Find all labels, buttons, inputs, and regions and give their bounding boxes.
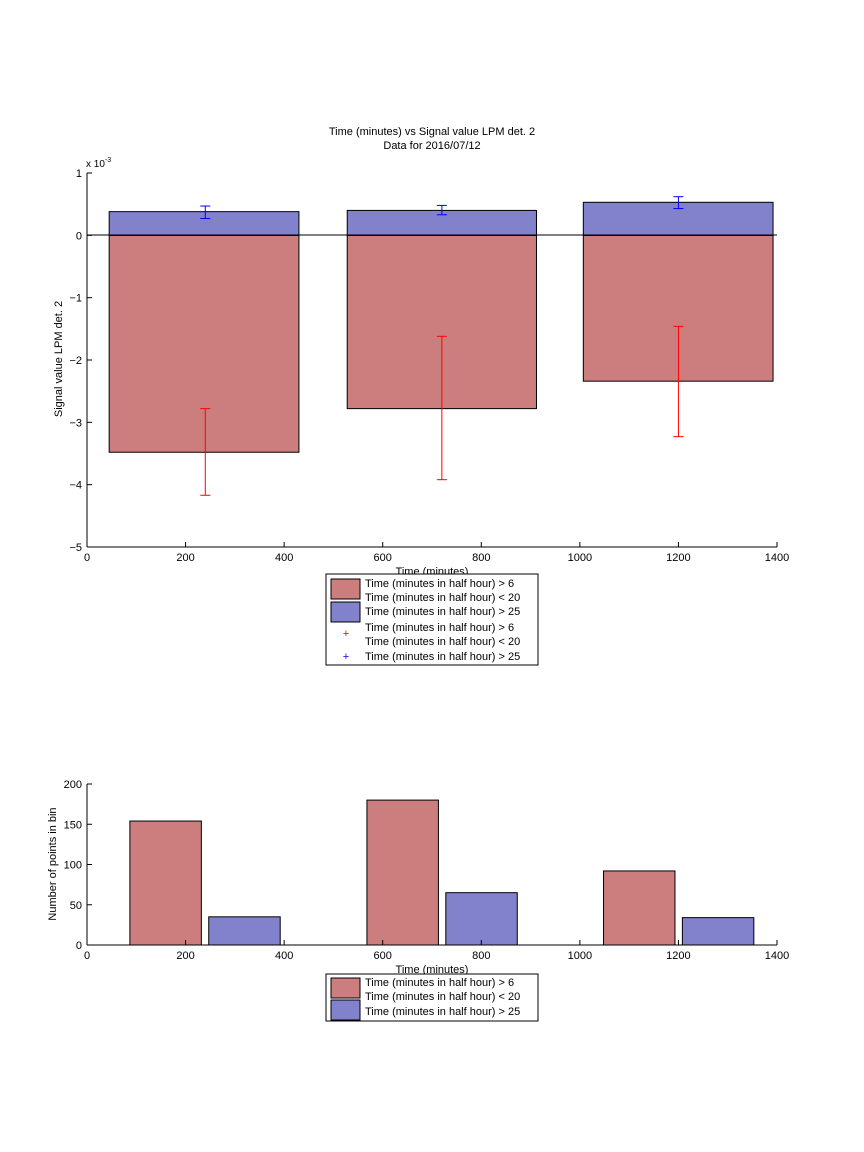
bottom-chart-y-tick-label: 0 (76, 940, 82, 952)
top-chart-x-tick-label: 400 (275, 552, 293, 564)
top-chart-legend: Time (minutes in half hour) > 6 Time (mi… (325, 573, 539, 666)
top-chart-y-tick-label: −3 (69, 417, 82, 429)
bottom-chart-x-tick-label: 600 (374, 950, 392, 962)
top-chart-x-tick-label: 200 (176, 552, 194, 564)
top-chart-x-tick-label: 800 (472, 552, 490, 564)
top-chart-bars (108, 201, 774, 453)
top-legend-swatch-blue (330, 601, 361, 623)
top-chart-y-tick-label: −5 (69, 542, 82, 554)
bottom-chart-x-axis-label: Time (minutes) (396, 964, 469, 976)
bottom-chart-y-axis-label: Number of points in bin (47, 807, 59, 920)
top-legend-label-blue-errorbar: Time (minutes in half hour) > 25 (365, 651, 520, 663)
bottom-legend-swatch-red (330, 977, 361, 999)
bottom-bar-series-0 (366, 799, 439, 946)
top-chart-x-tick-label: 1000 (568, 552, 592, 564)
bottom-bar-series-1 (208, 916, 281, 946)
top-legend-marker-red: + (343, 628, 349, 640)
bottom-legend-swatch-blue (330, 999, 361, 1021)
bottom-chart-x-tick-label: 1400 (765, 950, 789, 962)
top-chart-exponent-base: x 10 (86, 159, 105, 170)
bottom-legend-label-blue: Time (minutes in half hour) > 25 (365, 1006, 520, 1018)
top-chart: Time (minutes) vs Signal value LPM det. … (53, 126, 789, 666)
top-chart-exponent: x 10-3 (86, 157, 111, 170)
top-legend-label-blue: Time (minutes in half hour) > 25 (365, 606, 520, 618)
top-chart-y-tick-label: −2 (69, 355, 82, 367)
bottom-chart-y-tick-label: 200 (64, 779, 82, 791)
top-chart-title: Time (minutes) vs Signal value LPM det. … (329, 126, 535, 138)
bottom-chart-y-tick-label: 50 (70, 900, 82, 912)
top-legend-swatch-red (330, 578, 361, 600)
bottom-bar-series-1 (445, 892, 518, 946)
top-chart-x-tick-label: 0 (84, 552, 90, 564)
top-chart-y-tick-label: 0 (76, 230, 82, 242)
top-chart-y-axis-label: Signal value LPM det. 2 (53, 301, 65, 417)
top-legend-marker-blue: + (343, 651, 349, 663)
bottom-chart-x-tick-label: 0 (84, 950, 90, 962)
bottom-legend-box (325, 973, 539, 1022)
top-chart-x-tick-label: 600 (374, 552, 392, 564)
top-chart-exponent-power: -3 (105, 157, 111, 164)
top-chart-y-tick-label: −4 (69, 480, 82, 492)
bottom-chart-x-tick-label: 400 (275, 950, 293, 962)
top-chart-x-tick-label: 1200 (666, 552, 690, 564)
top-legend-label-red-errorbar-1: Time (minutes in half hour) > 6 (365, 622, 514, 634)
top-bar-series-1 (108, 211, 300, 236)
bottom-chart-x-tick-label: 1200 (666, 950, 690, 962)
bottom-chart-axes: 0 200 400 600 800 1000 1200 1400 200 150 100 50 0 (64, 779, 790, 962)
top-chart-y-tick-label: 1 (76, 168, 82, 180)
bottom-bar-series-0 (129, 820, 202, 946)
top-chart-y-tick-label: −1 (69, 293, 82, 305)
bottom-legend-label-red-2: Time (minutes in half hour) < 20 (365, 991, 520, 1003)
top-chart-errorbars (200, 196, 684, 496)
top-legend-label-red-2: Time (minutes in half hour) < 20 (365, 592, 520, 604)
bottom-chart-y-tick-label: 150 (64, 819, 82, 831)
top-bar-series-1 (582, 201, 774, 236)
bottom-chart: 0 200 400 600 800 1000 1200 1400 200 150 100 50 0 Ti… (47, 779, 790, 1022)
top-bar-series-0 (108, 234, 300, 453)
top-chart-x-tick-label: 1400 (765, 552, 789, 564)
bottom-chart-y-tick-label: 100 (64, 860, 82, 872)
bottom-chart-legend: Time (minutes in half hour) > 6 Time (mi… (325, 973, 539, 1022)
top-legend-label-red-errorbar-2: Time (minutes in half hour) < 20 (365, 636, 520, 648)
bottom-bar-series-1 (681, 917, 755, 946)
top-chart-subtitle: Data for 2016/07/12 (383, 140, 480, 152)
top-legend-box (325, 573, 539, 666)
bottom-legend-label-red-1: Time (minutes in half hour) > 6 (365, 977, 514, 989)
bottom-chart-x-tick-label: 200 (176, 950, 194, 962)
top-legend-label-red-1: Time (minutes in half hour) > 6 (365, 578, 514, 590)
bottom-bar-series-0 (603, 870, 676, 946)
bottom-chart-bars (129, 799, 755, 946)
bottom-chart-x-tick-label: 800 (472, 950, 490, 962)
top-chart-axes: 0 200 400 600 800 1000 1200 1400 1 0 −1 −2 −3 −4 −5 (69, 168, 789, 564)
bottom-chart-x-tick-label: 1000 (568, 950, 592, 962)
